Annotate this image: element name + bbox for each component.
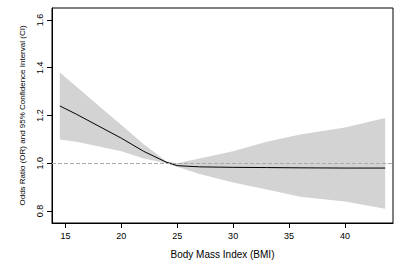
svg-text:1.4: 1.4 bbox=[35, 61, 45, 74]
svg-text:1.6: 1.6 bbox=[35, 14, 45, 27]
svg-text:30: 30 bbox=[228, 231, 238, 241]
svg-text:20: 20 bbox=[116, 231, 126, 241]
svg-text:15: 15 bbox=[60, 231, 70, 241]
svg-text:Odds Ratio (OR) and 95% Confid: Odds Ratio (OR) and 95% Confidence Inter… bbox=[18, 25, 27, 205]
svg-text:40: 40 bbox=[340, 231, 350, 241]
svg-text:35: 35 bbox=[284, 231, 294, 241]
svg-text:25: 25 bbox=[172, 231, 182, 241]
svg-text:1.2: 1.2 bbox=[35, 109, 45, 122]
svg-text:Body Mass Index (BMI): Body Mass Index (BMI) bbox=[171, 249, 275, 260]
svg-text:0.8: 0.8 bbox=[35, 205, 45, 218]
svg-text:1.0: 1.0 bbox=[35, 157, 45, 170]
